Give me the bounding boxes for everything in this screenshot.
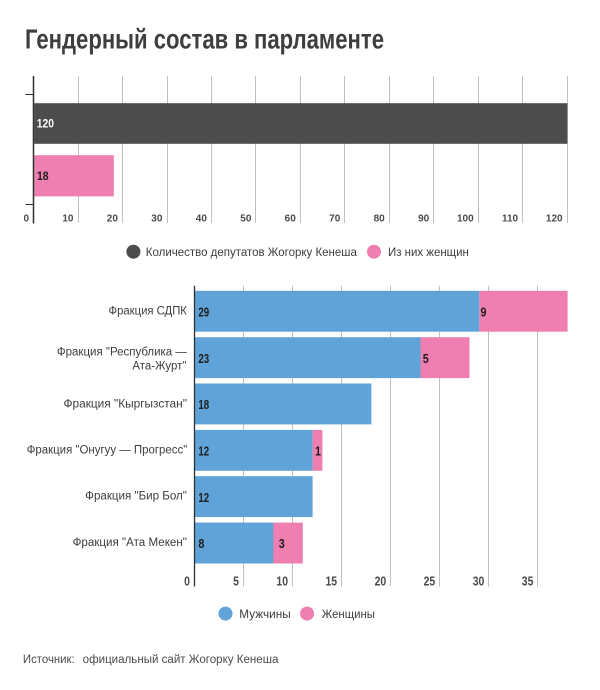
svg-text:15: 15 [326,575,338,589]
svg-text:18: 18 [37,171,49,183]
svg-text:30: 30 [151,214,163,225]
svg-text:8: 8 [198,536,204,551]
svg-text:1: 1 [315,444,321,459]
svg-text:90: 90 [418,214,430,225]
svg-text:12: 12 [198,444,209,459]
svg-text:0: 0 [23,214,29,225]
svg-text:0: 0 [184,575,190,589]
svg-text:120: 120 [37,119,54,131]
svg-text:Гендерный состав в парламенте: Гендерный состав в парламенте [25,24,384,55]
svg-text:29: 29 [198,304,209,319]
svg-text:Из них женщин: Из них женщин [388,245,469,259]
svg-text:50: 50 [240,214,252,225]
svg-text:23: 23 [198,351,209,366]
svg-text:40: 40 [196,214,208,225]
svg-text:3: 3 [279,536,285,551]
svg-text:12: 12 [198,490,209,505]
svg-text:20: 20 [107,214,119,225]
svg-text:70: 70 [329,214,341,225]
svg-text:20: 20 [375,575,387,589]
svg-text:10: 10 [276,575,288,589]
svg-text:5: 5 [233,575,239,589]
svg-text:Источник:: Источник: [23,654,75,666]
svg-text:5: 5 [423,351,429,366]
svg-text:35: 35 [522,575,534,589]
svg-text:10: 10 [62,214,74,225]
svg-text:80: 80 [374,214,386,225]
svg-text:100: 100 [457,214,474,225]
svg-text:Фракция "Бир Бол": Фракция "Бир Бол" [85,491,187,503]
svg-text:Ата-Журт": Ата-Журт" [132,361,186,373]
svg-text:18: 18 [198,397,209,412]
svg-text:Фракция СДПК: Фракция СДПК [109,306,188,318]
svg-text:Фракция "Республика —: Фракция "Республика — [57,347,187,359]
svg-text:9: 9 [481,304,487,319]
svg-text:Количество депутатов Жогорку К: Количество депутатов Жогорку Кенеша [146,245,357,259]
svg-text:30: 30 [473,575,485,589]
svg-text:Фракция "Ата Мекен": Фракция "Ата Мекен" [73,537,187,549]
svg-text:120: 120 [546,214,563,225]
svg-text:Мужчины: Мужчины [239,607,290,621]
svg-text:официальный сайт Жогорку Кенеш: официальный сайт Жогорку Кенеша [83,654,279,666]
svg-text:110: 110 [502,214,519,225]
svg-text:Фракция "Онугуу — Прогресс": Фракция "Онугуу — Прогресс" [27,445,188,457]
svg-text:Фракция "Кыргызстан": Фракция "Кыргызстан" [64,399,187,411]
svg-text:60: 60 [285,214,297,225]
svg-text:Женщины: Женщины [322,607,375,621]
svg-text:25: 25 [424,575,436,589]
